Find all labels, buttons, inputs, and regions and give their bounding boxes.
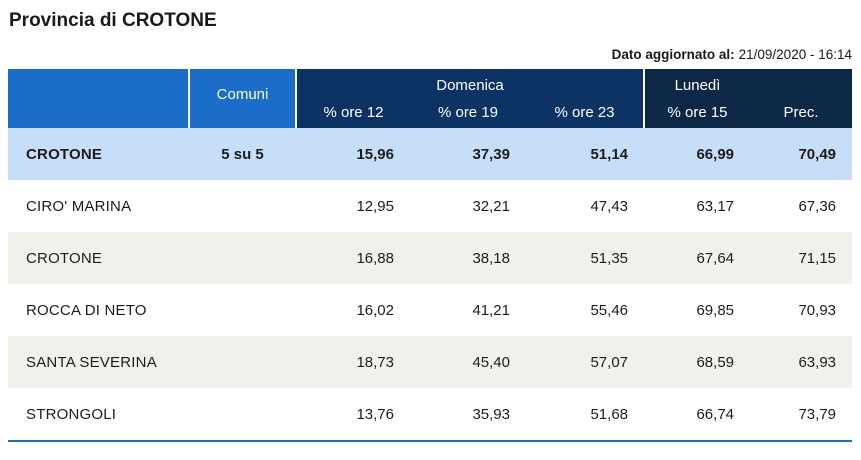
table-row: STRONGOLI 13,76 35,93 51,68 66,74 73,79 — [8, 388, 853, 441]
last-updated: Dato aggiornato al: 21/09/2020 - 16:14 — [8, 47, 852, 62]
summary-ore19: 37,39 — [410, 128, 526, 180]
page: Provincia di CROTONE Dato aggiornato al:… — [8, 10, 853, 442]
cell-ore15: 67,64 — [644, 232, 751, 284]
cell-prec: 70,93 — [750, 284, 853, 336]
cell-ore15: 66,74 — [644, 388, 751, 441]
cell-ore19: 45,40 — [410, 336, 526, 388]
summary-ore23: 51,14 — [526, 128, 645, 180]
cell-ore23: 55,46 — [526, 284, 645, 336]
col-header-ore23: % ore 23 — [526, 101, 645, 128]
cell-ore23: 57,07 — [526, 336, 645, 388]
cell-ore12: 12,95 — [296, 180, 410, 232]
cell-ore19: 32,21 — [410, 180, 526, 232]
cell-prec: 67,36 — [750, 180, 853, 232]
summary-name: CROTONE — [8, 128, 189, 180]
cell-ore23: 47,43 — [526, 180, 645, 232]
cell-ore15: 68,59 — [644, 336, 751, 388]
cell-ore12: 16,88 — [296, 232, 410, 284]
last-updated-value: 21/09/2020 - 16:14 — [738, 47, 852, 62]
row-name: CROTONE — [8, 232, 189, 284]
cell-ore23: 51,35 — [526, 232, 645, 284]
summary-prec: 70,49 — [750, 128, 853, 180]
row-name: STRONGOLI — [8, 388, 189, 441]
row-comuni — [189, 284, 296, 336]
row-comuni — [189, 180, 296, 232]
table-header: Comuni Domenica Lunedì % ore 12 % ore 19… — [8, 69, 853, 128]
cell-ore12: 13,76 — [296, 388, 410, 441]
col-header-ore15: % ore 15 — [643, 101, 751, 128]
row-comuni — [189, 232, 296, 284]
last-updated-label: Dato aggiornato al: — [611, 47, 735, 62]
cell-prec: 73,79 — [750, 388, 853, 441]
row-name: SANTA SEVERINA — [8, 336, 189, 388]
cell-ore15: 69,85 — [644, 284, 751, 336]
header-subrow: % ore 12 % ore 19 % ore 23 % ore 15 Prec… — [8, 101, 853, 128]
group-header-domenica: Domenica — [294, 69, 645, 101]
col-header-ore12: % ore 12 — [295, 101, 410, 128]
row-comuni — [189, 388, 296, 441]
cell-prec: 71,15 — [750, 232, 853, 284]
header-corner-cell — [8, 69, 189, 128]
turnout-table: Comuni Domenica Lunedì % ore 12 % ore 19… — [8, 69, 853, 442]
header-group-row: Comuni Domenica Lunedì — [8, 69, 853, 128]
cell-ore15: 63,17 — [644, 180, 751, 232]
cell-ore12: 18,73 — [296, 336, 410, 388]
cell-ore19: 38,18 — [410, 232, 526, 284]
table-row: CROTONE 16,88 38,18 51,35 67,64 71,15 — [8, 232, 853, 284]
cell-ore19: 41,21 — [410, 284, 526, 336]
summary-ore12: 15,96 — [296, 128, 410, 180]
row-name: ROCCA DI NETO — [8, 284, 189, 336]
summary-ore15: 66,99 — [644, 128, 751, 180]
col-header-ore19: % ore 19 — [410, 101, 526, 128]
summary-comuni-count: 5 su 5 — [189, 128, 296, 180]
cell-ore19: 35,93 — [410, 388, 526, 441]
table-row: SANTA SEVERINA 18,73 45,40 57,07 68,59 6… — [8, 336, 853, 388]
col-header-comuni: Comuni — [188, 69, 296, 128]
group-header-lunedi: Lunedì — [643, 69, 751, 101]
table-row: ROCCA DI NETO 16,02 41,21 55,46 69,85 70… — [8, 284, 853, 336]
row-name: CIRO' MARINA — [8, 180, 189, 232]
table-row: CIRO' MARINA 12,95 32,21 47,43 63,17 67,… — [8, 180, 853, 232]
col-header-prec: Prec. — [750, 101, 853, 128]
cell-ore12: 16,02 — [296, 284, 410, 336]
cell-ore23: 51,68 — [526, 388, 645, 441]
cell-prec: 63,93 — [750, 336, 853, 388]
row-comuni — [189, 336, 296, 388]
group-header-prec-spacer — [750, 69, 853, 101]
page-title: Provincia di CROTONE — [9, 10, 217, 31]
summary-row: CROTONE 5 su 5 15,96 37,39 51,14 66,99 7… — [8, 128, 853, 180]
